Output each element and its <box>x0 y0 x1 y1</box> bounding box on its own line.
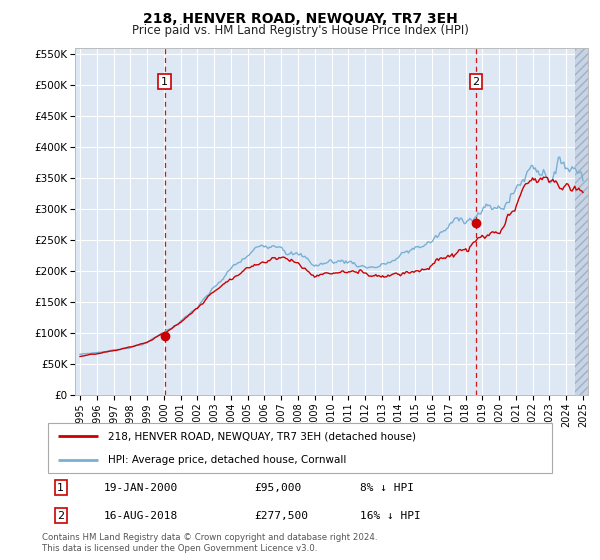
Text: 1: 1 <box>161 77 168 87</box>
Text: Contains HM Land Registry data © Crown copyright and database right 2024.
This d: Contains HM Land Registry data © Crown c… <box>42 533 377 553</box>
Text: £95,000: £95,000 <box>254 483 302 493</box>
Text: 8% ↓ HPI: 8% ↓ HPI <box>361 483 415 493</box>
Text: HPI: Average price, detached house, Cornwall: HPI: Average price, detached house, Corn… <box>109 455 347 465</box>
Text: 2: 2 <box>57 511 64 521</box>
FancyBboxPatch shape <box>48 423 552 473</box>
Text: 16-AUG-2018: 16-AUG-2018 <box>103 511 178 521</box>
Text: 16% ↓ HPI: 16% ↓ HPI <box>361 511 421 521</box>
Text: 218, HENVER ROAD, NEWQUAY, TR7 3EH: 218, HENVER ROAD, NEWQUAY, TR7 3EH <box>143 12 457 26</box>
Text: Price paid vs. HM Land Registry's House Price Index (HPI): Price paid vs. HM Land Registry's House … <box>131 24 469 36</box>
Text: 2: 2 <box>472 77 479 87</box>
Text: £277,500: £277,500 <box>254 511 308 521</box>
Text: 1: 1 <box>57 483 64 493</box>
Text: 19-JAN-2000: 19-JAN-2000 <box>103 483 178 493</box>
Text: 218, HENVER ROAD, NEWQUAY, TR7 3EH (detached house): 218, HENVER ROAD, NEWQUAY, TR7 3EH (deta… <box>109 431 416 441</box>
